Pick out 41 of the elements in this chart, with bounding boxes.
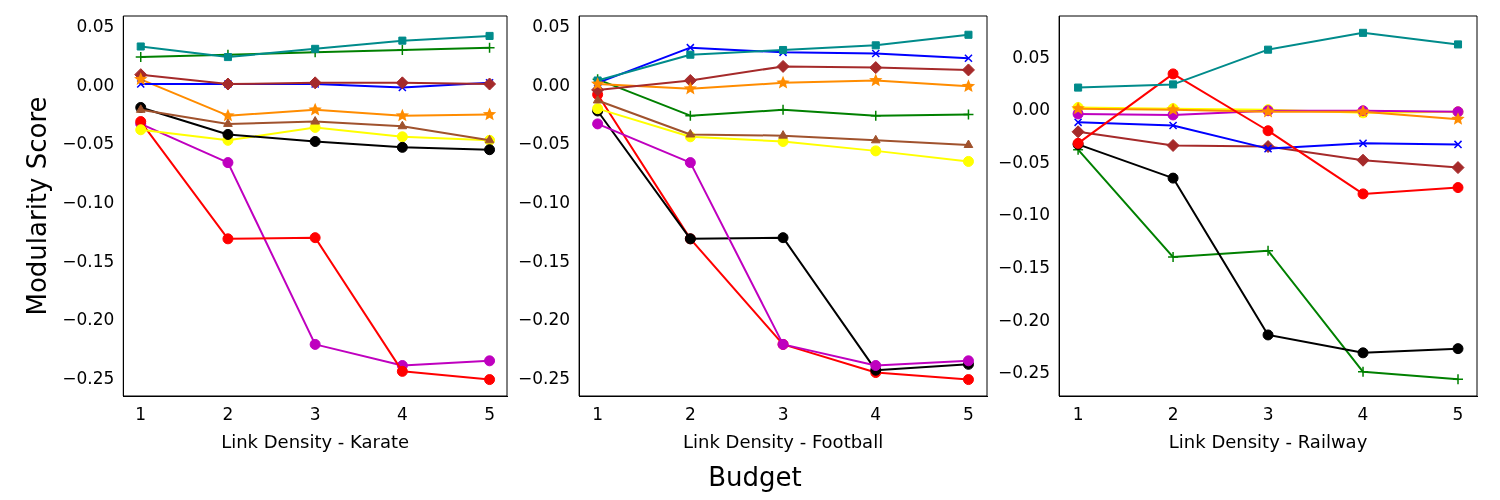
x-axis-title: Link Density - Karate xyxy=(221,430,410,452)
x-tick-label: 3 xyxy=(1262,403,1274,424)
y-tick-label: −0.20 xyxy=(517,309,571,330)
text: Budget xyxy=(707,462,803,492)
y-tick-label: −0.15 xyxy=(62,250,115,271)
y-tick-label: −0.25 xyxy=(997,362,1051,383)
y-tick-label: −0.05 xyxy=(517,133,571,154)
x-tick-label: 2 xyxy=(684,403,696,424)
x-tick-label: 5 xyxy=(484,403,495,424)
x-tick-label: 4 xyxy=(1357,403,1369,424)
y-tick-label: −0.10 xyxy=(997,204,1051,225)
y-tick-label: −0.20 xyxy=(62,309,115,330)
y-tick-label: 0.05 xyxy=(532,16,571,37)
y-tick-label: 0.05 xyxy=(76,16,115,37)
y-tick-label: −0.10 xyxy=(517,192,571,213)
y-tick-label: −0.05 xyxy=(62,133,115,154)
x-tick-label: 3 xyxy=(309,403,321,424)
y-tick-label: −0.20 xyxy=(997,309,1051,330)
x-tick-label: 4 xyxy=(396,403,408,424)
y-tick-label: −0.05 xyxy=(997,151,1051,172)
x-axis-title: Link Density - Football xyxy=(682,430,884,452)
x-tick-label: 1 xyxy=(1072,403,1084,424)
x-tick-label: 5 xyxy=(963,403,974,424)
x-tick-label: 1 xyxy=(592,403,604,424)
x-tick-label: 2 xyxy=(222,403,234,424)
x-tick-label: 3 xyxy=(777,403,789,424)
x-tick-label: 1 xyxy=(135,403,147,424)
y-tick-label: −0.15 xyxy=(997,257,1051,278)
y-tick-label: 0.00 xyxy=(1012,99,1051,120)
y-tick-label: 0.00 xyxy=(532,74,571,95)
y-axis-title: Modularity Score xyxy=(22,96,53,316)
y-tick-label: 0.00 xyxy=(76,74,115,95)
x-tick-label: 4 xyxy=(870,403,882,424)
y-tick-label: −0.10 xyxy=(62,192,115,213)
x-tick-label: 5 xyxy=(1452,403,1464,424)
x-axis-title: Link Density - Railway xyxy=(1168,430,1368,452)
y-tick-label: −0.25 xyxy=(517,368,571,388)
y-tick-label: −0.15 xyxy=(517,250,571,271)
y-tick-label: −0.25 xyxy=(62,368,115,388)
y-tick-label: 0.05 xyxy=(1012,46,1051,67)
x-tick-label: 2 xyxy=(1167,403,1179,424)
